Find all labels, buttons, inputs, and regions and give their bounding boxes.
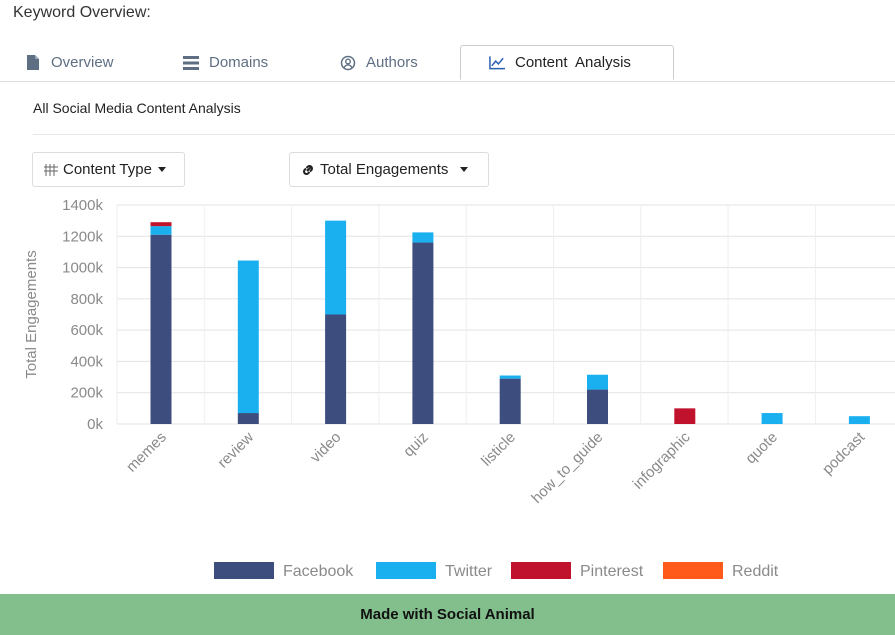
list-icon [183, 55, 199, 71]
y-tick-label: 1400k [62, 197, 103, 214]
metric-dropdown[interactable]: Total Engagements [289, 152, 489, 187]
x-tick-label: memes [123, 429, 170, 476]
y-tick-label: 1200k [62, 228, 103, 245]
footer-banner: Made with Social Animal [0, 594, 895, 635]
engagement-chart: 0k 200k 400k 600k 800k 1000k 1200k 1400k Total E… [23, 197, 895, 580]
bar-pinterest-memes [150, 222, 172, 227]
bar-twitter-how_to_guide [587, 374, 608, 390]
bar-twitter-podcast [848, 416, 870, 424]
bar-twitter-quiz [412, 232, 434, 243]
page-title: Keyword Overview: [13, 4, 151, 21]
bar-facebook-how_to_guide [587, 389, 608, 424]
legend-label-twitter: Twitter [445, 563, 493, 580]
chevron-down-icon [157, 167, 166, 172]
tab-domains[interactable]: Domains [183, 45, 268, 80]
x-tick-label: quiz [400, 429, 431, 460]
tab-overview[interactable]: Overview [25, 45, 114, 80]
y-tick-label: 400k [70, 353, 103, 370]
tab-authors[interactable]: Authors [340, 45, 418, 80]
bar-facebook-review [237, 413, 259, 424]
x-tick-label: how_to_guide [528, 429, 606, 507]
tab-bar: Overview Domains Authors Content Analysi… [0, 45, 895, 82]
section-title: All Social Media Content Analysis [33, 100, 241, 116]
bar-pinterest-infographic [674, 408, 696, 424]
x-tick-label: review [214, 429, 257, 472]
tab-label: Overview [51, 54, 114, 71]
bar-facebook-quiz [412, 242, 434, 424]
content-type-label: Content Type [63, 161, 152, 178]
content-type-dropdown[interactable]: Content Type [32, 152, 185, 187]
grid-icon [43, 162, 59, 178]
tab-content-analysis[interactable]: Content Analysis [460, 45, 674, 80]
x-tick-label: infographic [630, 428, 694, 492]
legend-label-reddit: Reddit [732, 563, 779, 580]
legend-swatch-twitter [376, 562, 436, 579]
bar-twitter-quote [761, 413, 783, 424]
legend-swatch-facebook [214, 562, 274, 579]
bar-facebook-listicle [499, 378, 521, 424]
y-tick-label: 200k [70, 385, 103, 402]
y-tick-label: 800k [70, 291, 103, 308]
bar-facebook-memes [150, 234, 172, 424]
tab-label: Content Analysis [515, 54, 631, 71]
tab-label: Domains [209, 54, 269, 71]
bar-facebook-video [325, 314, 347, 424]
x-tick-label: listicle [478, 429, 519, 470]
legend-label-pinterest: Pinterest [580, 563, 644, 580]
y-tick-label: 600k [70, 322, 103, 339]
chevron-down-icon [460, 167, 469, 172]
legend-swatch-pinterest [511, 562, 571, 579]
metric-label: Total Engagements [320, 161, 449, 178]
legend-label-facebook: Facebook [283, 563, 354, 580]
document-icon [25, 55, 41, 71]
link-icon [300, 162, 316, 178]
bar-twitter-memes [150, 226, 172, 235]
tab-label: Authors [366, 54, 418, 71]
divider [33, 134, 895, 135]
x-tick-label: quote [742, 429, 781, 468]
bar-twitter-video [325, 220, 347, 315]
y-tick-label: 1000k [62, 260, 103, 277]
y-tick-label: 0k [87, 416, 103, 433]
user-circle-icon [340, 55, 356, 71]
y-axis-label: Total Engagements [23, 250, 40, 378]
bar-twitter-listicle [499, 375, 521, 379]
x-tick-label: podcast [819, 428, 869, 478]
line-chart-icon [489, 55, 505, 71]
x-tick-label: video [307, 429, 344, 466]
bar-twitter-review [237, 260, 259, 414]
legend-swatch-reddit [663, 562, 723, 579]
